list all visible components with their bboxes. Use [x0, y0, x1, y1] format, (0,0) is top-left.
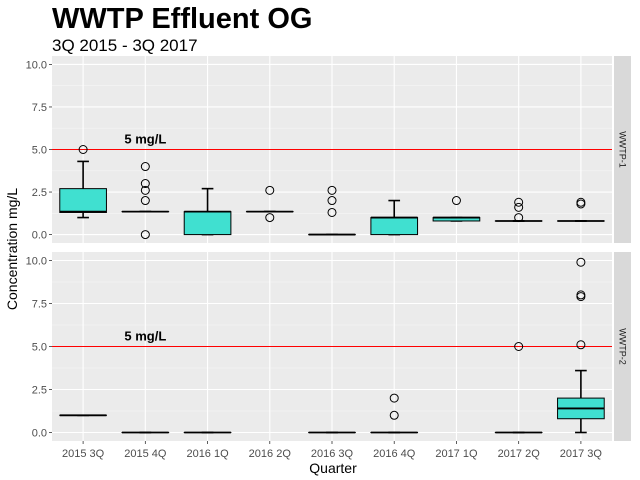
- facet-strip-label: WWTP-1: [618, 131, 628, 168]
- boxplot-2016-4q: [370, 199, 419, 236]
- outlier-point: [140, 196, 150, 206]
- box: [59, 188, 107, 213]
- outlier-point: [389, 410, 399, 420]
- boxplot-2016-4q: [370, 393, 419, 434]
- x-tick-label: 2016 1Q: [186, 448, 229, 460]
- x-tick-label: 2015 3Q: [62, 448, 105, 460]
- x-tick-label: 2016 3Q: [311, 448, 354, 460]
- boxplot-2015-4q: [121, 162, 170, 240]
- outlier-point: [140, 230, 150, 240]
- outlier-point: [576, 290, 586, 300]
- outlier-point: [327, 196, 337, 206]
- outlier-point: [140, 179, 150, 189]
- x-tick-label: 2017 1Q: [435, 448, 478, 460]
- boxplot-2016-1q: [183, 187, 232, 236]
- boxplot-2017-2q: [494, 342, 543, 434]
- outlier-point: [265, 213, 275, 223]
- outlier-point: [140, 185, 150, 195]
- boxplot-2015-3q: [59, 145, 107, 219]
- outlier-point: [514, 202, 524, 212]
- box: [370, 217, 419, 236]
- y-tick-label: 5.0: [32, 145, 47, 157]
- boxplot-2016-2q: [245, 185, 294, 223]
- y-tick-label: 7.5: [32, 299, 47, 311]
- y-tick-label: 0.0: [32, 427, 47, 439]
- y-tick-label: 0.0: [32, 230, 47, 242]
- chart-title: WWTP Effluent OG: [52, 3, 312, 35]
- y-tick-label: 2.5: [32, 384, 47, 396]
- boxplot-2016-3q: [308, 185, 356, 236]
- x-tick-label: 2017 2Q: [498, 448, 541, 460]
- facet-panels: 0.0 2.5 5.0 7.5 10.0 5 mg/L WWTP-1 0.0 2.5 5.0 7.5…: [26, 56, 631, 441]
- x-tick-label: 2016 2Q: [249, 448, 292, 460]
- outlier-point: [451, 196, 461, 206]
- facet-strip: [614, 56, 631, 243]
- outlier-point: [78, 145, 88, 154]
- y-tick-label: 5.0: [32, 342, 47, 354]
- x-tick-label: 2016 4Q: [373, 448, 416, 460]
- outlier-point: [265, 185, 275, 195]
- outlier-point: [514, 342, 524, 351]
- boxplot-2017-3q: [557, 257, 605, 434]
- outlier-point: [514, 197, 524, 207]
- facet-strip: [614, 252, 631, 441]
- chart-subtitle: 3Q 2015 - 3Q 2017: [52, 36, 198, 55]
- x-axis-title: Quarter: [309, 460, 357, 476]
- x-tick-label: 2017 3Q: [560, 448, 603, 460]
- facet-strip-label: WWTP-2: [618, 328, 628, 365]
- outlier-point: [389, 393, 399, 403]
- panel-wwtp-1: 0.0 2.5 5.0 7.5 10.0 5 mg/L WWTP-1: [26, 56, 631, 243]
- y-tick-label: 2.5: [32, 187, 47, 199]
- y-tick-label: 7.5: [32, 102, 47, 114]
- boxplot-2017-3q: [557, 197, 605, 222]
- outlier-point: [576, 340, 586, 350]
- boxplot-2017-1q: [432, 196, 481, 222]
- panel-wwtp-2: 0.0 2.5 5.0 7.5 10.0 5 mg/L WWTP-2: [26, 252, 631, 441]
- x-axis: 2015 3Q 2015 4Q 2016 1Q 2016 2Q 2016 3Q 2016 …: [62, 441, 602, 460]
- y-axis-title: Concentration mg/L: [4, 188, 20, 310]
- outlier-point: [514, 213, 524, 223]
- reference-line-label: 5 mg/L: [124, 132, 166, 147]
- outlier-point: [327, 185, 337, 195]
- y-tick-label: 10.0: [26, 256, 47, 268]
- y-tick-label: 10.0: [26, 59, 47, 71]
- reference-line-label: 5 mg/L: [124, 329, 166, 344]
- box: [183, 211, 232, 236]
- x-tick-label: 2015 4Q: [124, 448, 167, 460]
- outlier-point: [140, 162, 150, 172]
- outlier-point: [576, 257, 586, 267]
- outlier-point: [327, 207, 337, 217]
- boxplot-2017-2q: [494, 197, 543, 223]
- outlier-point: [576, 197, 586, 207]
